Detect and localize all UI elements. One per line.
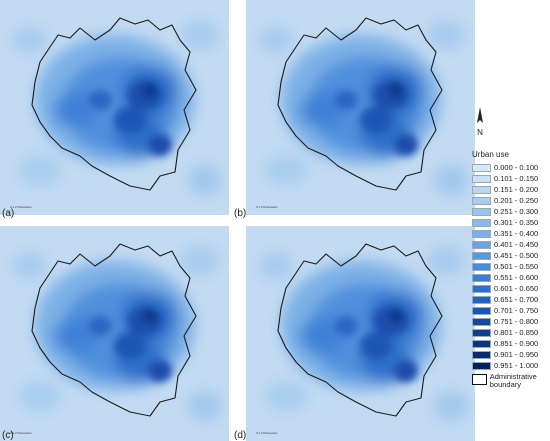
legend-label: 0.501 - 0.550 bbox=[494, 262, 539, 271]
map-panel-b: 0 1 2 Kilometers bbox=[246, 0, 475, 215]
map-d-svg bbox=[246, 226, 475, 441]
legend-swatch bbox=[472, 196, 491, 205]
legend-swatch bbox=[472, 339, 491, 348]
legend-row: 0.000 - 0.100 bbox=[472, 162, 550, 173]
legend: Urban use 0.000 - 0.100 0.101 - 0.150 0.15… bbox=[472, 150, 550, 389]
north-arrow-icon: N bbox=[477, 107, 483, 137]
legend-swatch bbox=[472, 218, 491, 227]
legend-row: 0.851 - 0.900 bbox=[472, 338, 550, 349]
legend-swatch bbox=[472, 240, 491, 249]
legend-label: 0.451 - 0.500 bbox=[494, 251, 539, 260]
legend-label: 0.901 - 0.950 bbox=[494, 350, 539, 359]
legend-row: 0.351 - 0.400 bbox=[472, 228, 550, 239]
legend-swatch bbox=[472, 350, 491, 359]
legend-label: 0.201 - 0.250 bbox=[494, 196, 539, 205]
legend-row: 0.601 - 0.650 bbox=[472, 283, 550, 294]
scale-bar-b: 0 1 2 Kilometers bbox=[256, 205, 278, 209]
scale-bar-c: 0 1 2 Kilometers bbox=[10, 431, 32, 435]
legend-label: 0.951 - 1.000 bbox=[494, 361, 539, 370]
legend-row: 0.151 - 0.200 bbox=[472, 184, 550, 195]
legend-row: 0.401 - 0.450 bbox=[472, 239, 550, 250]
legend-label: 0.651 - 0.700 bbox=[494, 295, 539, 304]
legend-row: 0.101 - 0.150 bbox=[472, 173, 550, 184]
map-panel-c: 0 1 2 Kilometers bbox=[0, 226, 229, 441]
legend-row: 0.201 - 0.250 bbox=[472, 195, 550, 206]
panel-label-c: (c) bbox=[2, 430, 14, 441]
legend-label: 0.251 - 0.300 bbox=[494, 207, 539, 216]
legend-row: 0.451 - 0.500 bbox=[472, 250, 550, 261]
map-panel-a: 0 1 2 Kilometers bbox=[0, 0, 229, 215]
legend-swatch bbox=[472, 284, 491, 293]
legend-label: 0.601 - 0.650 bbox=[494, 284, 539, 293]
map-a-svg bbox=[0, 0, 229, 215]
legend-row: 0.751 - 0.800 bbox=[472, 316, 550, 327]
map-panel-d: 0 1 2 Kilometers bbox=[246, 226, 475, 441]
legend-swatch bbox=[472, 229, 491, 238]
legend-row: 0.901 - 0.950 bbox=[472, 349, 550, 360]
legend-label: 0.551 - 0.600 bbox=[494, 273, 539, 282]
legend-label: 0.801 - 0.850 bbox=[494, 328, 539, 337]
legend-swatch bbox=[472, 328, 491, 337]
scale-bar-a: 0 1 2 Kilometers bbox=[10, 205, 32, 209]
legend-swatch bbox=[472, 174, 491, 183]
panel-label-a: (a) bbox=[2, 208, 15, 219]
legend-swatch bbox=[472, 163, 491, 172]
svg-text:N: N bbox=[477, 128, 483, 137]
legend-label: 0.151 - 0.200 bbox=[494, 185, 539, 194]
map-b-svg bbox=[246, 0, 475, 215]
panel-label-b: (b) bbox=[234, 208, 247, 219]
legend-row: 0.651 - 0.700 bbox=[472, 294, 550, 305]
legend-row: 0.251 - 0.300 bbox=[472, 206, 550, 217]
legend-swatch bbox=[472, 306, 491, 315]
legend-row: 0.301 - 0.350 bbox=[472, 217, 550, 228]
legend-swatch bbox=[472, 185, 491, 194]
legend-title: Urban use bbox=[472, 150, 509, 159]
legend-classes: 0.000 - 0.100 0.101 - 0.150 0.151 - 0.200 0… bbox=[472, 162, 550, 371]
legend-row: 0.951 - 1.000 bbox=[472, 360, 550, 371]
legend-label: 0.101 - 0.150 bbox=[494, 174, 539, 183]
legend-swatch bbox=[472, 317, 491, 326]
legend-swatch bbox=[472, 207, 491, 216]
scale-bar-d: 0 1 2 Kilometers bbox=[256, 431, 278, 435]
legend-row: 0.701 - 0.750 bbox=[472, 305, 550, 316]
legend-label: 0.401 - 0.450 bbox=[494, 240, 539, 249]
legend-row: 0.551 - 0.600 bbox=[472, 272, 550, 283]
legend-label: 0.851 - 0.900 bbox=[494, 339, 539, 348]
legend-label: 0.751 - 0.800 bbox=[494, 317, 539, 326]
legend-label: 0.000 - 0.100 bbox=[494, 163, 539, 172]
legend-row: 0.501 - 0.550 bbox=[472, 261, 550, 272]
legend-swatch bbox=[472, 295, 491, 304]
legend-swatch bbox=[472, 251, 491, 260]
legend-swatch bbox=[472, 262, 491, 271]
boundary-swatch bbox=[472, 374, 487, 385]
panel-label-d: (d) bbox=[234, 430, 247, 441]
legend-swatch bbox=[472, 273, 491, 282]
legend-label: 0.301 - 0.350 bbox=[494, 218, 539, 227]
map-c-svg bbox=[0, 226, 229, 441]
boundary-label: Administrative boundary bbox=[489, 372, 537, 389]
legend-boundary: Administrative boundary bbox=[472, 373, 550, 389]
legend-row: 0.801 - 0.850 bbox=[472, 327, 550, 338]
legend-swatch bbox=[472, 361, 491, 370]
legend-label: 0.701 - 0.750 bbox=[494, 306, 539, 315]
legend-label: 0.351 - 0.400 bbox=[494, 229, 539, 238]
